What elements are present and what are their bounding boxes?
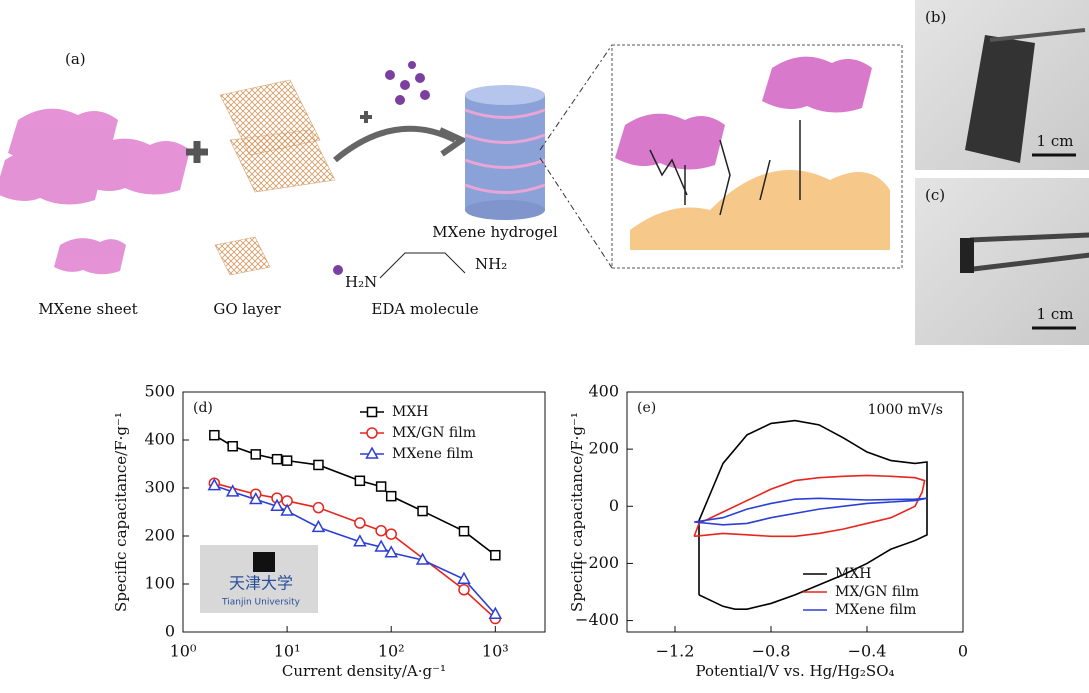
scale-label: 1 cm: [1037, 305, 1074, 323]
atom: [333, 265, 343, 275]
legend-label: MX/GN film: [392, 425, 476, 441]
figure: (a) MXene hydrogel MXene sheet GO layer …: [0, 0, 1089, 693]
marker: [251, 450, 260, 459]
y-axis-label: Specific capacitance/F·g⁻¹: [568, 412, 586, 612]
y-tick-label: 100: [144, 574, 175, 593]
x-tick-label: 10⁰: [170, 642, 197, 661]
x-tick-label: 10¹: [274, 642, 301, 661]
panel-label: (a): [65, 50, 86, 68]
eda-cluster: [385, 61, 430, 105]
legend-label: MXH: [835, 566, 872, 582]
y-tick-label: 400: [588, 382, 619, 401]
marker: [386, 547, 397, 557]
hydrogel-cylinder: [465, 85, 545, 220]
y-tick-label: 0: [165, 622, 175, 641]
legend-label: MXH: [392, 404, 429, 420]
mxene-sheets: [0, 109, 190, 275]
marker: [377, 482, 386, 491]
marker: [386, 529, 396, 539]
marker: [313, 521, 324, 531]
legend-label: MXene film: [392, 446, 473, 462]
series-line: [694, 498, 927, 525]
marker: [314, 460, 323, 469]
inset-text: Tianjin University: [221, 598, 301, 608]
x-tick-label: −1.2: [656, 642, 695, 661]
x-tick-label: −0.4: [848, 642, 887, 661]
y-tick-label: 200: [144, 526, 175, 545]
bond: [380, 253, 465, 278]
marker: [273, 455, 282, 464]
panel-label: (c): [925, 186, 945, 204]
inset-text: 天津大学: [229, 574, 293, 593]
y-axis-label: Specific capacitance/F·g⁻¹: [112, 412, 130, 612]
marker: [491, 551, 500, 560]
arrow: [335, 129, 455, 160]
x-axis-label: Current density/A·g⁻¹: [282, 662, 446, 680]
sheet-label: MXene sheet: [38, 300, 137, 318]
arrow-head: [440, 130, 462, 154]
marker: [355, 476, 364, 485]
h2n-label: H₂N: [345, 273, 377, 291]
x-tick-label: −0.8: [752, 642, 791, 661]
marker: [355, 518, 365, 528]
y-tick-label: 200: [588, 439, 619, 458]
marker: [210, 431, 219, 440]
marker: [283, 456, 292, 465]
marker: [376, 526, 386, 536]
plus: [360, 111, 372, 123]
eda-label: EDA molecule: [371, 300, 478, 318]
marker: [387, 492, 396, 501]
marker: [313, 503, 323, 513]
marker: [367, 448, 378, 458]
annotation: 1000 mV/s: [868, 402, 943, 418]
page: (a) MXene hydrogel MXene sheet GO layer …: [0, 0, 1089, 693]
marker: [459, 527, 468, 536]
x-tick-label: 0: [958, 642, 968, 661]
go-label: GO layer: [213, 300, 281, 318]
scale-label: 1 cm: [1037, 132, 1074, 150]
legend-label: MX/GN film: [835, 584, 919, 600]
panel-label: (b): [925, 8, 946, 26]
go-layers: [215, 80, 335, 275]
series-line: [694, 475, 924, 536]
inset-sample: [253, 552, 275, 572]
marker: [228, 442, 237, 451]
charts: 10⁰ 10¹ 10² 10³ 0 100 200 300 400 500 Current dens…: [112, 382, 968, 681]
x-tick-label: 10²: [378, 642, 405, 661]
zoom-content: [615, 57, 890, 250]
marker: [459, 585, 469, 595]
y-tick-label: 500: [144, 382, 175, 401]
x-tick-label: 10³: [482, 642, 509, 661]
legend-label: MXene film: [835, 602, 916, 618]
y-tick-label: 300: [144, 478, 175, 497]
marker: [368, 408, 377, 417]
marker: [367, 428, 377, 438]
panel-label: (d): [193, 400, 213, 416]
nh2-label: NH₂: [475, 255, 507, 273]
sample: [960, 238, 974, 273]
y-tick-label: 400: [144, 430, 175, 449]
y-tick-label: 0: [609, 496, 619, 515]
x-axis-label: Potential/V vs. Hg/Hg₂SO₄: [695, 662, 894, 680]
marker: [418, 507, 427, 516]
panel-label: (e): [637, 400, 656, 416]
plus: [186, 141, 208, 163]
hydrogel-label: MXene hydrogel: [432, 223, 558, 241]
